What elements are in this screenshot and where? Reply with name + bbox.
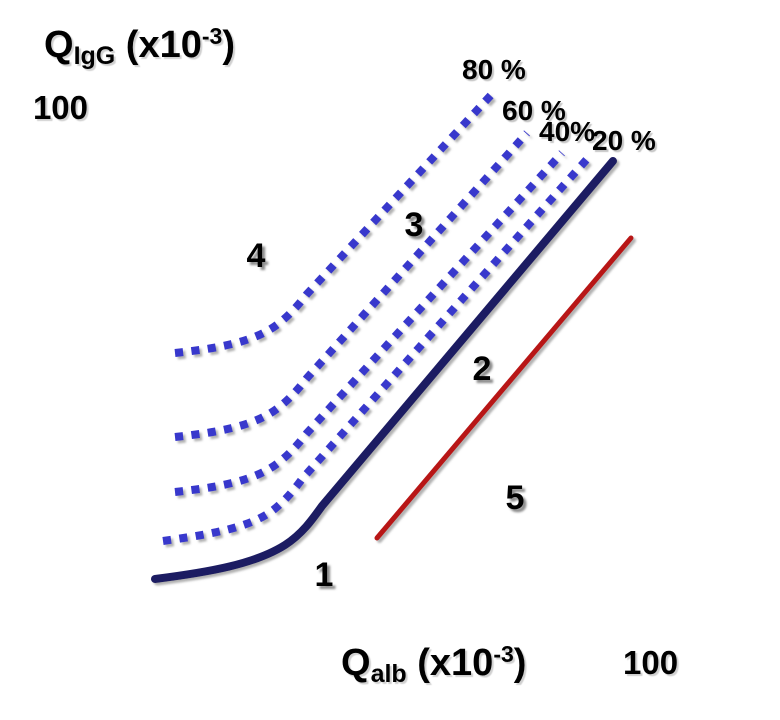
x-axis-tick-100: 100 xyxy=(623,644,679,681)
curve-navy-limit xyxy=(151,157,617,583)
red-solid-diagonal-line xyxy=(374,235,634,541)
curve-label-40-percent: 40% xyxy=(539,116,596,147)
region-label-4: 4 xyxy=(246,237,266,275)
x-axis-multiplier: (x10 xyxy=(406,642,494,684)
x-axis-symbol: Q xyxy=(341,642,371,684)
curve-60-percent xyxy=(174,130,530,441)
curve-label-20-percent: 20 % xyxy=(592,125,656,156)
y-axis-subscript: IgG xyxy=(73,42,116,70)
y-axis-close-paren: ) xyxy=(222,24,235,66)
region-label-5: 5 xyxy=(505,479,525,517)
x-axis-close-paren: ) xyxy=(513,642,527,684)
y-axis-symbol: Q xyxy=(44,24,74,66)
curve-80-percent xyxy=(174,91,495,357)
region-label-2: 2 xyxy=(472,350,492,388)
x-axis-title: Qalb (x10-3) xyxy=(341,641,527,687)
x-axis-exponent: -3 xyxy=(493,641,514,667)
y-axis-exponent: -3 xyxy=(201,23,223,49)
curve-40-percent xyxy=(174,150,565,496)
region-label-1: 1 xyxy=(314,556,334,594)
region-label-3: 3 xyxy=(404,206,424,244)
curve-20-percent xyxy=(162,155,591,545)
y-axis-multiplier: (x10 xyxy=(115,24,202,66)
curve-label-80-percent: 80 % xyxy=(462,54,526,85)
curve-label-60-percent: 60 % xyxy=(502,95,566,126)
x-axis-subscript: alb xyxy=(370,660,407,688)
y-axis-title: QIgG (x10-3) xyxy=(44,23,235,69)
y-axis-tick-100: 100 xyxy=(32,89,88,126)
